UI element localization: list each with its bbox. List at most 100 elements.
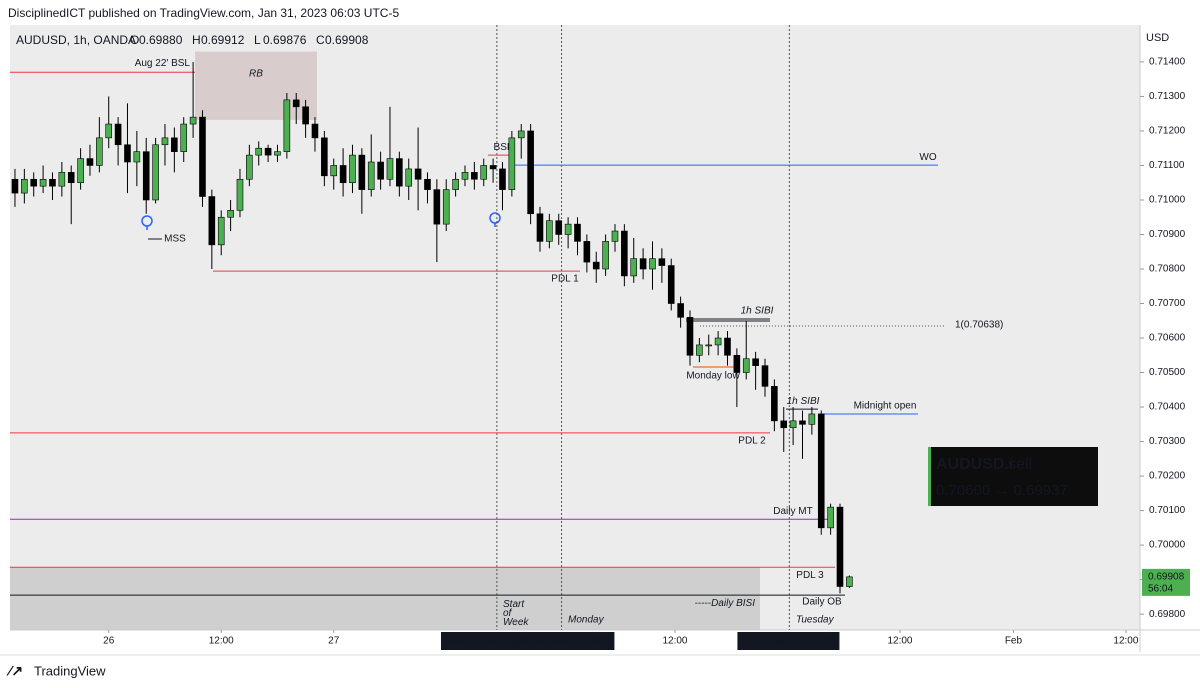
x-tick-label: 12:00 [1113,636,1138,647]
candle-body [358,154,366,190]
level-label: Aug 22' BSL [135,58,191,69]
candle-body [789,420,797,429]
candle-body [480,165,488,180]
candle-body [114,123,122,146]
candle-body [180,123,188,152]
candle-body [311,123,319,139]
candle-body [367,161,375,190]
candle-body [546,220,553,242]
candle-body [67,172,75,184]
candle-body [105,123,113,139]
y-tick-label: 0.69800 [1149,609,1186,620]
candle-body [396,158,403,187]
x-tick-label: 26 [103,636,115,647]
candle-body [630,258,638,277]
candle-body [611,230,619,242]
alert-icon [141,215,153,230]
candle-body [846,576,853,587]
candle-body [649,258,656,270]
candle-body [246,154,253,180]
candle-body [21,178,28,194]
candle-body [142,151,150,201]
session-note: Start of Week [503,599,529,628]
trade-side: sell [1008,456,1032,473]
candle-body [442,189,450,225]
label-bg [162,232,188,245]
session-note: Tuesday [796,615,835,626]
trade-box [928,447,1098,506]
candle-body [799,420,806,425]
candle-body [424,178,431,190]
candle-body [86,158,94,166]
level-label: PDL 2 [738,436,766,447]
y-tick-label: 0.70300 [1149,436,1186,447]
y-tick-label: 0.70800 [1149,264,1186,275]
candle-body [517,130,525,139]
candle-body [292,99,300,108]
level-label: Daily MT [773,506,812,517]
countdown: 56:04 [1148,583,1173,594]
level-label: WO [919,152,936,163]
candle-body [283,99,291,152]
y-tick-label: 0.70100 [1149,505,1186,516]
y-tick-label: 0.71000 [1149,195,1186,206]
candle-body [658,258,666,266]
candle-body [189,116,197,125]
level-label: MSS [164,234,186,245]
level-label: PDL 1 [551,274,579,285]
x-tick-label: Feb [1005,636,1023,647]
y-tick-label: 0.70200 [1149,471,1186,482]
session-note: Daily OB [802,597,842,608]
ohlc-key: L [254,33,261,47]
level-label: Monday low [686,371,740,382]
candle-body [836,506,844,587]
candle-body [377,161,384,180]
crosshair-tag [512,632,615,650]
y-tick-label: 0.71200 [1149,126,1186,137]
y-tick-label: 0.70400 [1149,402,1186,413]
trade-box-accent [928,447,931,506]
candle-body [58,172,66,187]
candle-body [77,158,84,184]
crosshair-tag [440,632,519,650]
candle-body [827,506,834,529]
y-tick-label: 0.71100 [1149,160,1185,171]
candle-body [489,165,497,170]
y-tick-label: 0.70000 [1149,540,1186,551]
candle-body [808,413,816,425]
candle-body [621,230,628,277]
candle-body [349,154,356,184]
candle-body [705,344,713,347]
candle-body [405,168,413,187]
candle-body [527,130,534,215]
candle-body [227,210,234,218]
candle-body [817,413,825,529]
candle-body [724,337,731,356]
candle-body [771,386,778,422]
y-tick-label: 0.70500 [1149,367,1186,378]
candle-body [555,220,563,235]
candle-body [696,344,703,356]
currency: USD [1146,32,1169,44]
y-tick-label: 0.70700 [1149,298,1186,309]
ohlc-key: C [316,33,325,47]
y-tick-label: 0.70900 [1149,229,1186,240]
x-tick-label: 12:00 [209,636,234,647]
session-note: Monday [568,615,605,626]
candle-body [124,144,131,163]
trade-prices: 0.70600 → 0.69937 [936,482,1068,499]
candle-body [11,178,19,194]
candle-body [433,189,441,225]
candle-body [461,172,469,180]
candle-body [592,261,600,270]
ohlc-value: 0.69880 [139,33,183,47]
candle-body [499,168,506,190]
candle-body [752,358,759,366]
candle-body [152,144,159,201]
candle-body [686,317,694,356]
candle-body [414,168,422,180]
logo: ⁄↗ [6,663,23,679]
level-label: PDL 3 [796,570,824,581]
alert-icon [489,212,501,227]
level-label: 1h SIBI [741,306,774,317]
